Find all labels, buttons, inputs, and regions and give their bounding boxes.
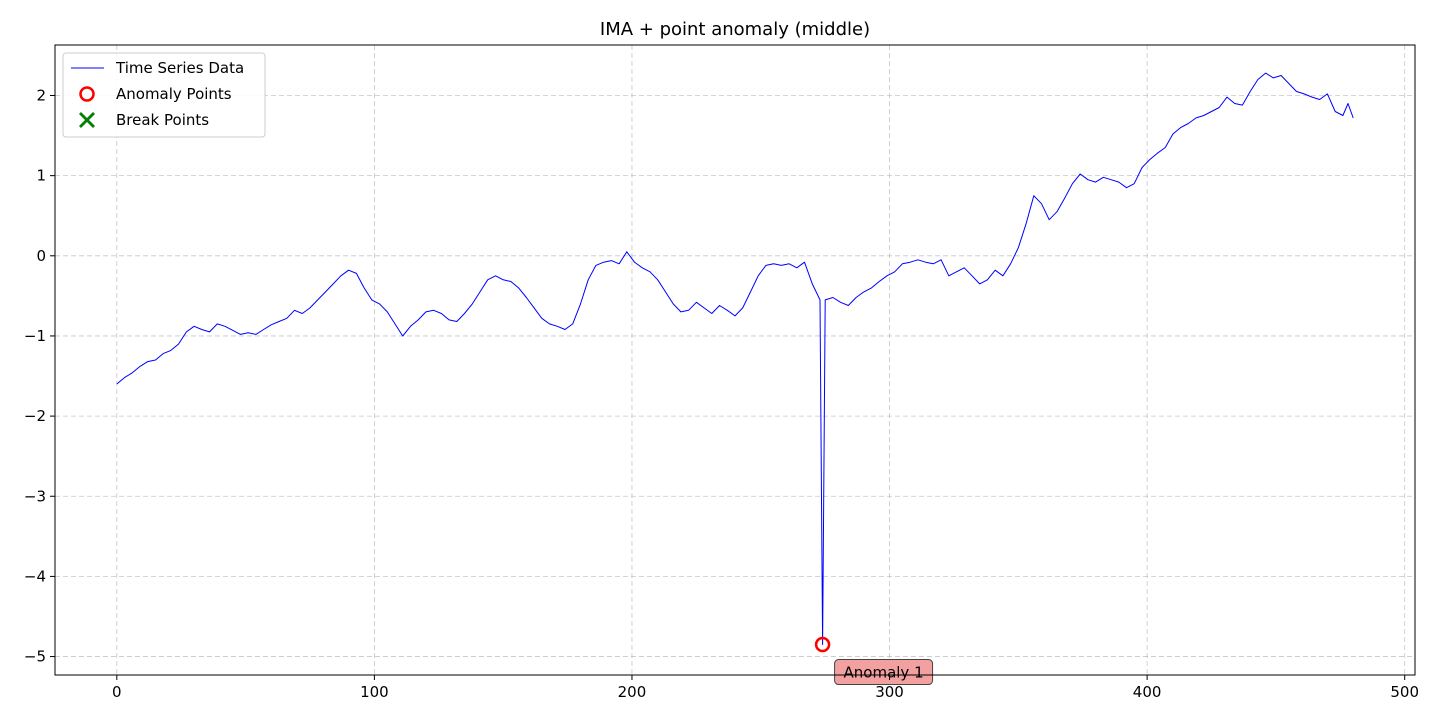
legend: Time Series Data Anomaly Points Break Poin…	[62, 52, 266, 138]
x-tick-label: 500	[1390, 683, 1419, 701]
y-tick-label: −1	[24, 327, 46, 345]
y-tick-label: −4	[24, 567, 46, 585]
x-tick-label: 100	[360, 683, 389, 701]
legend-x-swatch	[79, 112, 95, 128]
y-tick-label: 2	[36, 86, 46, 104]
legend-label: Anomaly Points	[116, 85, 232, 103]
anomaly-label: Anomaly 1	[844, 664, 924, 682]
y-tick-label: −2	[24, 407, 46, 425]
legend-label: Break Points	[116, 111, 209, 129]
y-tick-label: 0	[36, 247, 46, 265]
anomaly-label-box	[834, 659, 934, 686]
y-tick-label: 1	[36, 167, 46, 185]
legend-label: Time Series Data	[115, 59, 244, 77]
legend-circle-swatch	[79, 86, 95, 102]
plot-frame	[54, 44, 1416, 676]
series-layer	[116, 72, 1354, 645]
x-tick-label: 200	[618, 683, 647, 701]
legend-box	[62, 52, 266, 138]
series-line	[116, 72, 1354, 645]
y-tick-label: −3	[24, 487, 46, 505]
x-tick-label: 0	[112, 683, 122, 701]
chart-title: IMA + point anomaly (middle)	[600, 19, 870, 40]
grid	[55, 45, 1415, 675]
anomaly-annotation: Anomaly 1	[834, 659, 934, 686]
x-tick-label: 300	[875, 683, 904, 701]
anomaly-layer: Anomaly 1	[814, 636, 934, 686]
x-tick-label: 400	[1133, 683, 1162, 701]
y-tick-label: −5	[24, 648, 46, 666]
anomaly-marker	[814, 636, 831, 653]
axis-ticks: 0 100 200 300 400 500 −5 −4 −3 −2 −1 0 1 2	[24, 86, 1419, 701]
